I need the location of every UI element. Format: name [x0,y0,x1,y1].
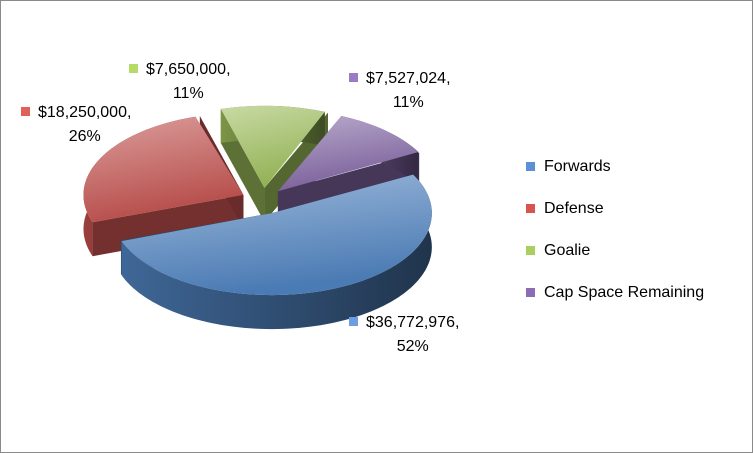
label-marker-goalie [129,64,138,73]
data-label-goalie: $7,650,000, 11% [129,58,231,106]
legend-marker-defense [526,204,535,213]
data-label-percent: 26% [68,128,101,145]
data-label-cap-space: $7,527,024, 11% [349,67,451,115]
data-label-value: $18,250,000, [38,104,132,121]
data-label-value: $7,650,000, [146,61,231,78]
legend-marker-forwards [526,162,535,171]
legend: Forwards Defense Goalie Cap Space Remain… [526,155,704,323]
label-marker-defense [21,107,30,116]
slice-top-forwards [121,174,432,296]
legend-label: Defense [544,200,604,217]
slice-top-cap-space [277,116,419,192]
legend-label: Cap Space Remaining [544,284,705,301]
slice-outer-side-forwards [121,174,432,330]
data-label-percent: 52% [396,338,429,355]
legend-item-defense: Defense [526,197,704,239]
data-label-value: $36,772,976, [366,314,460,331]
data-label-percent: 11% [392,94,424,111]
data-label-forwards: $36,772,976, 52% [349,311,460,359]
legend-marker-goalie [526,246,535,255]
legend-label: Goalie [544,242,591,259]
legend-item-cap-space: Cap Space Remaining [526,281,704,323]
legend-label: Forwards [544,158,611,175]
slice-top-defense [83,116,244,223]
legend-item-forwards: Forwards [526,155,704,197]
data-label-value: $7,527,024, [366,70,451,87]
label-marker-forwards [349,317,358,326]
data-label-defense: $18,250,000, 26% [21,101,132,149]
data-label-percent: 11% [172,85,204,102]
legend-marker-cap-space [526,288,535,297]
legend-item-goalie: Goalie [526,239,704,281]
slice-top-goalie [220,105,325,188]
label-marker-cap-space [349,73,358,82]
